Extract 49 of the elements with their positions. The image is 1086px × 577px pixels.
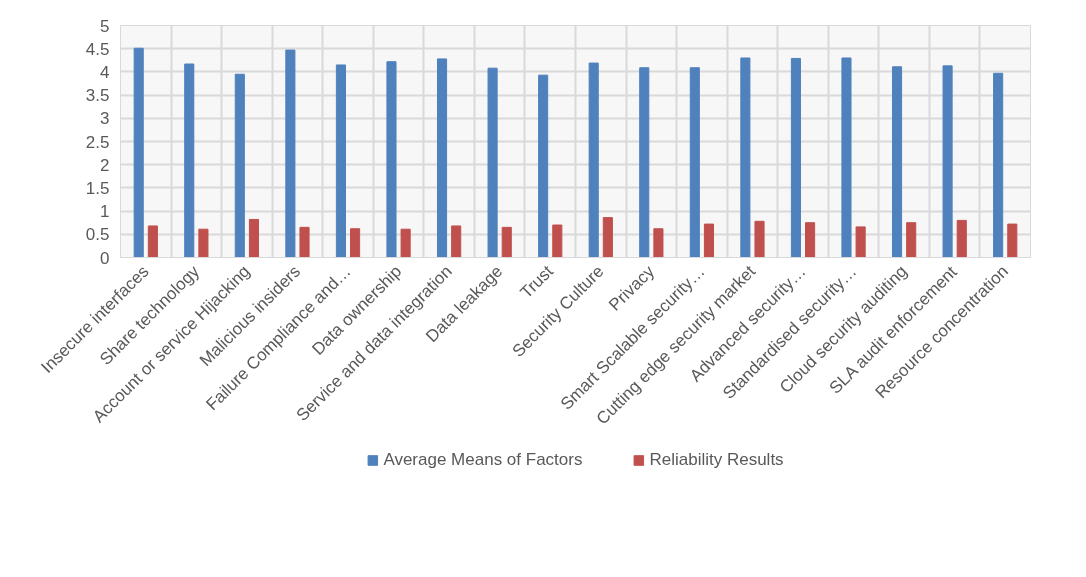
y-tick-label: 0.5 <box>85 225 110 245</box>
y-tick-label: 3.5 <box>85 86 110 106</box>
bar <box>299 226 310 258</box>
bar <box>689 67 700 258</box>
bar <box>198 228 209 258</box>
bar <box>436 58 448 258</box>
legend-label: Reliability Results <box>649 449 784 470</box>
bar <box>942 65 953 258</box>
y-tick-label: 4 <box>100 62 110 82</box>
bar <box>285 49 296 258</box>
bar <box>451 225 462 258</box>
bar <box>350 228 361 258</box>
bar <box>639 67 650 258</box>
bar <box>754 220 765 258</box>
bar <box>487 67 498 258</box>
bar <box>1007 223 1018 258</box>
y-tick-label: 2.5 <box>85 132 110 152</box>
bar <box>501 226 512 258</box>
bar <box>335 64 346 258</box>
bar <box>248 218 260 258</box>
y-tick-label: 1.5 <box>85 178 110 198</box>
bar <box>841 57 852 258</box>
bar <box>538 74 549 258</box>
bar <box>147 225 158 258</box>
y-tick-label: 2 <box>100 155 110 175</box>
legend-label: Average Means of Factors <box>383 449 583 470</box>
y-tick-label: 0 <box>100 248 110 268</box>
bar <box>790 57 801 258</box>
bar <box>653 228 664 258</box>
bar <box>891 66 903 258</box>
bar <box>855 226 866 258</box>
y-tick-label: 1 <box>100 202 110 222</box>
bar <box>552 224 563 258</box>
bar <box>956 219 967 258</box>
bar <box>993 72 1004 258</box>
bar <box>400 228 411 258</box>
y-tick-label: 4.5 <box>85 39 110 59</box>
bar <box>906 222 917 258</box>
bar <box>133 47 144 258</box>
bar <box>602 217 613 258</box>
bar <box>703 223 715 258</box>
bar <box>184 63 195 258</box>
bar <box>588 62 599 258</box>
bar <box>386 61 397 258</box>
y-tick-label: 5 <box>100 16 110 36</box>
bar <box>805 222 816 258</box>
bar <box>234 73 245 258</box>
y-tick-label: 3 <box>100 109 110 129</box>
bar <box>740 57 751 258</box>
